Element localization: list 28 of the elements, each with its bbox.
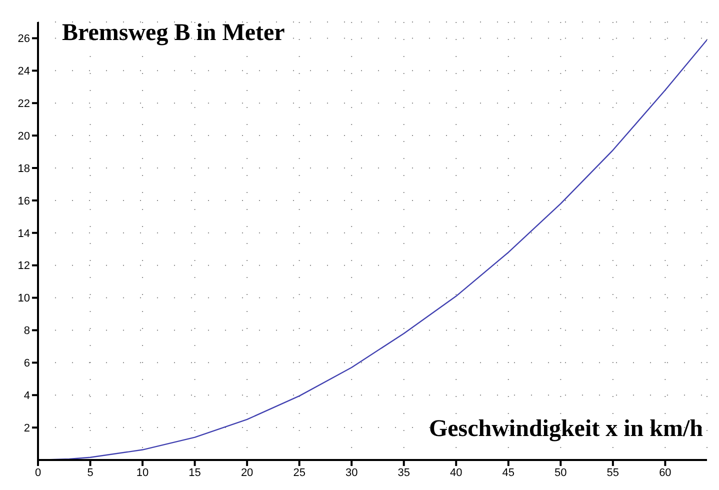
y-tick-label: 10 <box>18 292 30 305</box>
x-tick-label: 40 <box>450 466 462 479</box>
x-tick-label: 15 <box>188 466 201 479</box>
y-tick-label: 8 <box>24 325 30 338</box>
x-axis-title: Geschwindigkeit x in km/h <box>428 416 703 443</box>
y-tick-label: 4 <box>24 390 30 402</box>
x-tick-label: 50 <box>554 466 567 479</box>
x-tick-label: 0 <box>34 466 42 479</box>
x-tick-label: 5 <box>87 466 94 479</box>
x-tick-label: 30 <box>345 466 358 479</box>
x-tick-label: 60 <box>659 466 672 479</box>
y-tick-label: 16 <box>18 195 30 208</box>
y-tick-label: 22 <box>18 98 30 110</box>
y-tick-label: 6 <box>24 358 30 370</box>
y-tick-label: 18 <box>18 162 30 175</box>
x-tick-label: 25 <box>293 466 306 479</box>
x-tick-label: 55 <box>606 466 620 479</box>
x-tick-label: 35 <box>398 466 410 479</box>
y-axis-title: Bremsweg B in Meter <box>62 20 285 47</box>
y-tick-label: 2 <box>24 422 30 434</box>
y-tick-label: 26 <box>18 33 30 46</box>
y-tick-label: 24 <box>18 66 30 78</box>
x-tick-label: 10 <box>136 466 149 479</box>
x-tick-label: 20 <box>240 466 254 479</box>
y-tick-label: 20 <box>18 130 30 142</box>
x-tick-label: 45 <box>502 466 515 479</box>
y-tick-label: 14 <box>18 228 30 240</box>
y-tick-label: 12 <box>18 260 30 272</box>
